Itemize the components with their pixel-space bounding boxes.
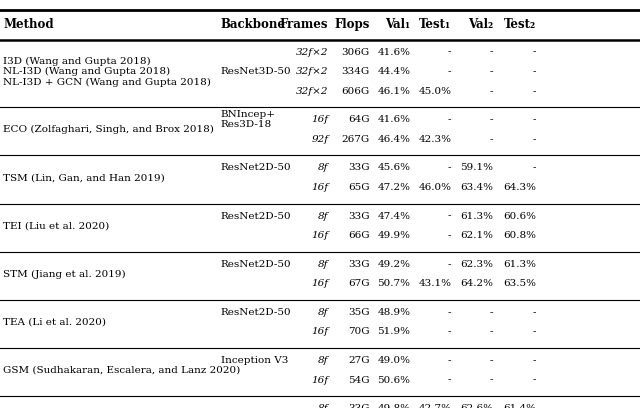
Text: 49.8%: 49.8%	[377, 404, 410, 408]
Text: -: -	[533, 308, 536, 317]
Text: 33G: 33G	[348, 404, 370, 408]
Text: Flops: Flops	[335, 18, 370, 31]
Text: 32f×2: 32f×2	[296, 67, 328, 76]
Text: 62.1%: 62.1%	[460, 231, 493, 240]
Text: 42.3%: 42.3%	[418, 135, 451, 144]
Text: -: -	[533, 356, 536, 365]
Text: -: -	[533, 135, 536, 144]
Text: I3D (Wang and Gupta 2018)
NL-I3D (Wang and Gupta 2018)
NL-I3D + GCN (Wang and Gu: I3D (Wang and Gupta 2018) NL-I3D (Wang a…	[3, 57, 211, 87]
Text: -: -	[490, 67, 493, 76]
Text: TSM (Lin, Gan, and Han 2019): TSM (Lin, Gan, and Han 2019)	[3, 173, 165, 182]
Text: 50.7%: 50.7%	[377, 279, 410, 288]
Text: 47.2%: 47.2%	[377, 183, 410, 192]
Text: -: -	[490, 376, 493, 385]
Text: GSM (Sudhakaran, Escalera, and Lanz 2020): GSM (Sudhakaran, Escalera, and Lanz 2020…	[3, 366, 241, 375]
Text: TEI (Liu et al. 2020): TEI (Liu et al. 2020)	[3, 222, 109, 231]
Text: 64.3%: 64.3%	[503, 183, 536, 192]
Text: -: -	[448, 67, 451, 76]
Text: -: -	[448, 231, 451, 240]
Text: -: -	[490, 48, 493, 57]
Text: Frames: Frames	[280, 18, 328, 31]
Text: -: -	[490, 115, 493, 124]
Text: ResNet2D-50: ResNet2D-50	[221, 260, 291, 269]
Text: 41.6%: 41.6%	[377, 115, 410, 124]
Text: Inception V3: Inception V3	[221, 356, 288, 365]
Text: 66G: 66G	[348, 231, 370, 240]
Text: 33G: 33G	[348, 212, 370, 221]
Text: 64.2%: 64.2%	[460, 279, 493, 288]
Text: Method: Method	[3, 18, 54, 31]
Text: 8f: 8f	[318, 164, 328, 173]
Text: 54G: 54G	[348, 376, 370, 385]
Text: 49.0%: 49.0%	[377, 356, 410, 365]
Text: ResNet3D-50: ResNet3D-50	[221, 67, 291, 76]
Text: -: -	[448, 356, 451, 365]
Text: 33G: 33G	[348, 164, 370, 173]
Text: Backbone: Backbone	[221, 18, 286, 31]
Text: 62.6%: 62.6%	[460, 404, 493, 408]
Text: 50.6%: 50.6%	[377, 376, 410, 385]
Text: Test₁: Test₁	[419, 18, 451, 31]
Text: 16f: 16f	[311, 231, 328, 240]
Text: -: -	[448, 376, 451, 385]
Text: 49.9%: 49.9%	[377, 231, 410, 240]
Text: -: -	[490, 135, 493, 144]
Text: Test₂: Test₂	[504, 18, 536, 31]
Text: 67G: 67G	[348, 279, 370, 288]
Text: 63.4%: 63.4%	[460, 183, 493, 192]
Text: 49.2%: 49.2%	[377, 260, 410, 269]
Text: Val₂: Val₂	[468, 18, 493, 31]
Text: 8f: 8f	[318, 356, 328, 365]
Text: 46.0%: 46.0%	[418, 183, 451, 192]
Text: -: -	[533, 376, 536, 385]
Text: -: -	[533, 328, 536, 337]
Text: ResNet2D-50: ResNet2D-50	[221, 308, 291, 317]
Text: 606G: 606G	[342, 87, 370, 96]
Text: 334G: 334G	[342, 67, 370, 76]
Text: 35G: 35G	[348, 308, 370, 317]
Text: 48.9%: 48.9%	[377, 308, 410, 317]
Text: 27G: 27G	[348, 356, 370, 365]
Text: 46.4%: 46.4%	[377, 135, 410, 144]
Text: 8f: 8f	[318, 212, 328, 221]
Text: 64G: 64G	[348, 115, 370, 124]
Text: 65G: 65G	[348, 183, 370, 192]
Text: 60.6%: 60.6%	[503, 212, 536, 221]
Text: 62.3%: 62.3%	[460, 260, 493, 269]
Text: 92f: 92f	[311, 135, 328, 144]
Text: 32f×2: 32f×2	[296, 48, 328, 57]
Text: -: -	[533, 67, 536, 76]
Text: -: -	[448, 308, 451, 317]
Text: 47.4%: 47.4%	[377, 212, 410, 221]
Text: -: -	[448, 212, 451, 221]
Text: BNIncep+
Res3D-18: BNIncep+ Res3D-18	[221, 110, 276, 129]
Text: 42.7%: 42.7%	[418, 404, 451, 408]
Text: 60.8%: 60.8%	[503, 231, 536, 240]
Text: 61.3%: 61.3%	[460, 212, 493, 221]
Text: -: -	[448, 48, 451, 57]
Text: ResNet2D-50: ResNet2D-50	[221, 212, 291, 221]
Text: 16f: 16f	[311, 183, 328, 192]
Text: -: -	[490, 87, 493, 96]
Text: 8f: 8f	[318, 404, 328, 408]
Text: -: -	[490, 328, 493, 337]
Text: 16f: 16f	[311, 279, 328, 288]
Text: -: -	[533, 48, 536, 57]
Text: -: -	[448, 328, 451, 337]
Text: 59.1%: 59.1%	[460, 164, 493, 173]
Text: 267G: 267G	[342, 135, 370, 144]
Text: 45.0%: 45.0%	[418, 87, 451, 96]
Text: ResNet2D-50: ResNet2D-50	[221, 164, 291, 173]
Text: -: -	[448, 260, 451, 269]
Text: ECO (Zolfaghari, Singh, and Brox 2018): ECO (Zolfaghari, Singh, and Brox 2018)	[3, 125, 214, 134]
Text: STM (Jiang et al. 2019): STM (Jiang et al. 2019)	[3, 269, 126, 279]
Text: 306G: 306G	[342, 48, 370, 57]
Text: TEA (Li et al. 2020): TEA (Li et al. 2020)	[3, 318, 106, 327]
Text: 33G: 33G	[348, 260, 370, 269]
Text: 51.9%: 51.9%	[377, 328, 410, 337]
Text: -: -	[448, 164, 451, 173]
Text: 44.4%: 44.4%	[377, 67, 410, 76]
Text: 8f: 8f	[318, 260, 328, 269]
Text: 8f: 8f	[318, 308, 328, 317]
Text: 43.1%: 43.1%	[418, 279, 451, 288]
